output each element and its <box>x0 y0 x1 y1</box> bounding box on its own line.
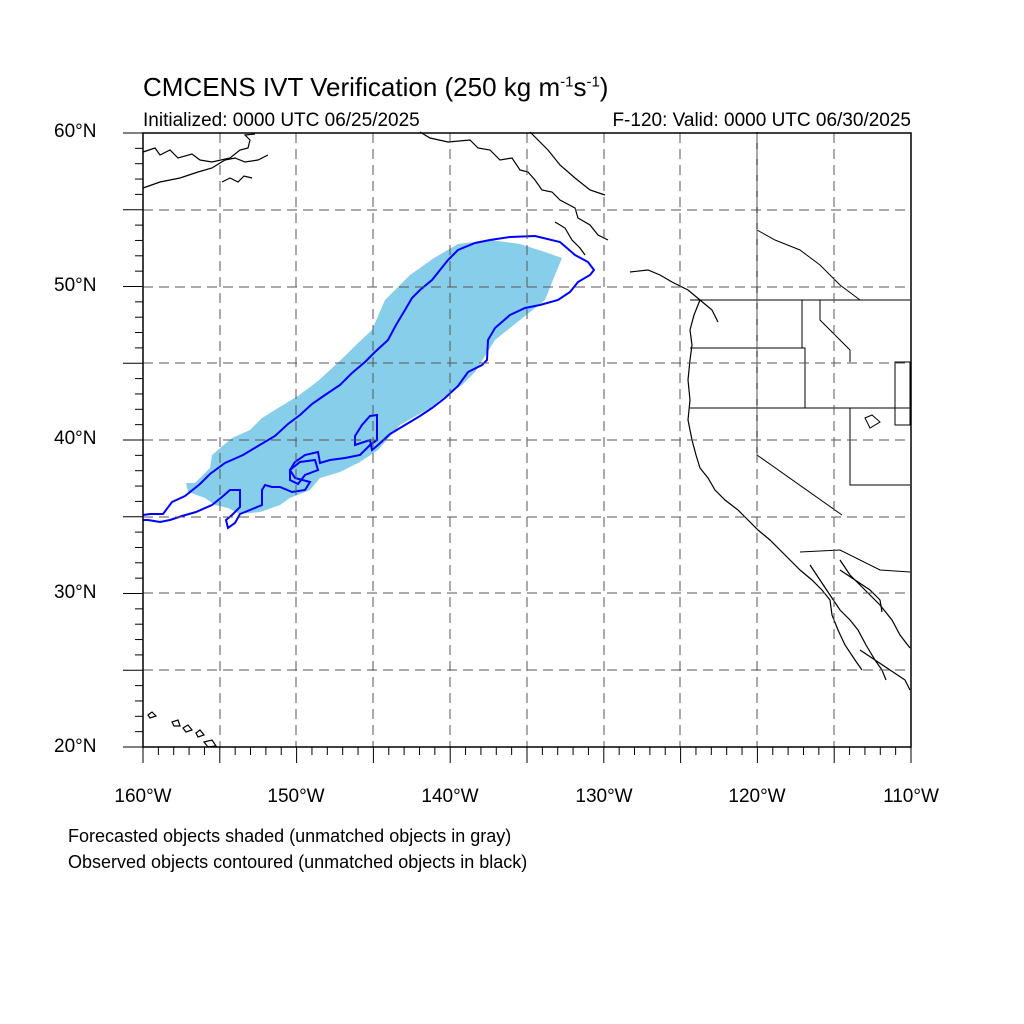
map-gridlines <box>143 133 911 747</box>
lat-label-40n: 40°N <box>54 428 97 449</box>
observed-object-inner-hole <box>289 458 320 486</box>
valid-time-label: F-120: Valid: 0000 UTC 06/30/2025 <box>612 110 911 131</box>
lon-label-110w: 110°W <box>883 786 939 807</box>
axis-ticks <box>123 132 912 763</box>
lon-label-150w: 150°W <box>267 786 325 807</box>
forecast-object <box>186 240 562 514</box>
observed-note: Observed objects contoured (unmatched ob… <box>68 852 528 872</box>
lat-label-60n: 60°N <box>54 121 97 142</box>
political-boundaries <box>690 132 911 573</box>
lon-label-140w: 140°W <box>421 786 479 807</box>
lon-label-160w: 160°W <box>114 786 172 807</box>
lon-label-120w: 120°W <box>728 786 786 807</box>
lat-label-20n: 20°N <box>54 736 97 757</box>
init-time-label: Initialized: 0000 UTC 06/25/2025 <box>143 110 420 131</box>
lat-label-30n: 30°N <box>54 582 97 603</box>
lat-label-50n: 50°N <box>54 275 97 296</box>
chart-title: CMCENS IVT Verification (250 kg m-1s-1) <box>143 72 609 102</box>
observed-object-contour <box>142 234 596 530</box>
forecast-note: Forecasted objects shaded (unmatched obj… <box>68 826 512 846</box>
coastlines <box>142 131 911 748</box>
lon-label-130w: 130°W <box>575 786 633 807</box>
